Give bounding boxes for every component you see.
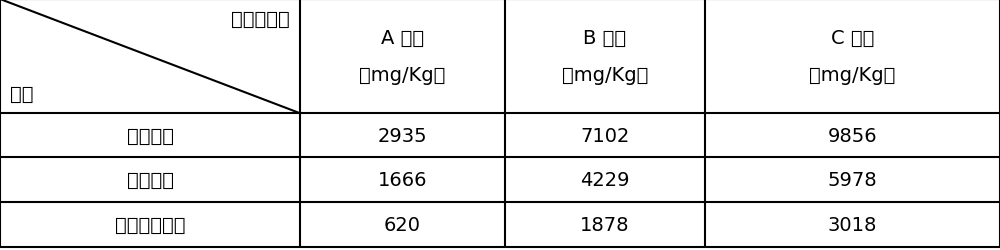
Text: 5978: 5978 <box>828 170 877 190</box>
Text: C 土壤: C 土壤 <box>831 29 874 48</box>
Text: B 土壤: B 土壤 <box>583 29 627 48</box>
Text: A 土壤: A 土壤 <box>381 29 424 48</box>
Text: （mg/Kg）: （mg/Kg） <box>562 66 648 85</box>
Text: 空白对照: 空白对照 <box>126 170 174 190</box>
Text: 7102: 7102 <box>580 126 630 145</box>
Text: 4229: 4229 <box>580 170 630 190</box>
Text: 1878: 1878 <box>580 216 630 234</box>
Text: 初始土壤: 初始土壤 <box>126 126 174 145</box>
Text: 620: 620 <box>384 216 421 234</box>
Text: 种植红三叶草: 种植红三叶草 <box>115 216 185 234</box>
Text: 9856: 9856 <box>828 126 877 145</box>
Text: （mg/Kg）: （mg/Kg） <box>359 66 446 85</box>
Text: 2935: 2935 <box>378 126 427 145</box>
Text: 组别: 组别 <box>10 85 34 104</box>
Text: 石油烃含量: 石油烃含量 <box>231 10 290 29</box>
Text: 1666: 1666 <box>378 170 427 190</box>
Text: 3018: 3018 <box>828 216 877 234</box>
Text: （mg/Kg）: （mg/Kg） <box>809 66 896 85</box>
